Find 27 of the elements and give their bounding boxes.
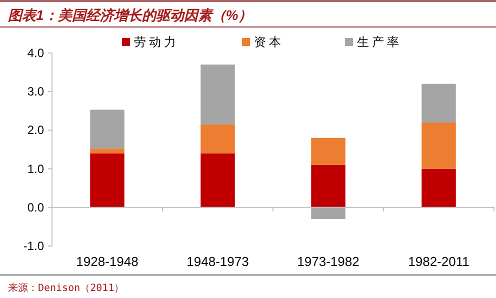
x-tick-label: 1973-1982 <box>297 254 360 269</box>
source-note: 来源：Denison（2011） <box>8 282 124 294</box>
y-tick-label: 0.0 <box>27 200 44 214</box>
chart-title: 图表1：美国经济增长的驱动因素（%） <box>8 7 252 23</box>
bar <box>200 64 235 124</box>
x-tick-label: 1928-1948 <box>76 254 138 269</box>
y-tick-label: 3.0 <box>27 84 44 99</box>
y-tick-label: 2.0 <box>27 123 44 138</box>
x-tick-label: 1982-2011 <box>408 254 470 269</box>
y-tick-label: -1.0 <box>23 239 44 253</box>
bar <box>311 164 346 208</box>
legend-label: 生产率 <box>357 35 402 49</box>
legend-label: 劳动力 <box>134 35 179 49</box>
bar <box>90 153 124 208</box>
bar <box>90 148 124 154</box>
bar <box>200 153 235 208</box>
bar <box>90 110 124 148</box>
y-tick-label: 4.0 <box>27 46 44 60</box>
bar <box>311 138 346 165</box>
x-tick-label: 1948-1973 <box>186 254 249 269</box>
bar <box>422 122 456 169</box>
bar <box>311 207 346 219</box>
legend-label: 资本 <box>254 35 284 49</box>
y-tick-label: 1.0 <box>27 162 44 176</box>
bar <box>422 84 456 122</box>
bar <box>200 124 235 154</box>
bar <box>422 168 456 208</box>
